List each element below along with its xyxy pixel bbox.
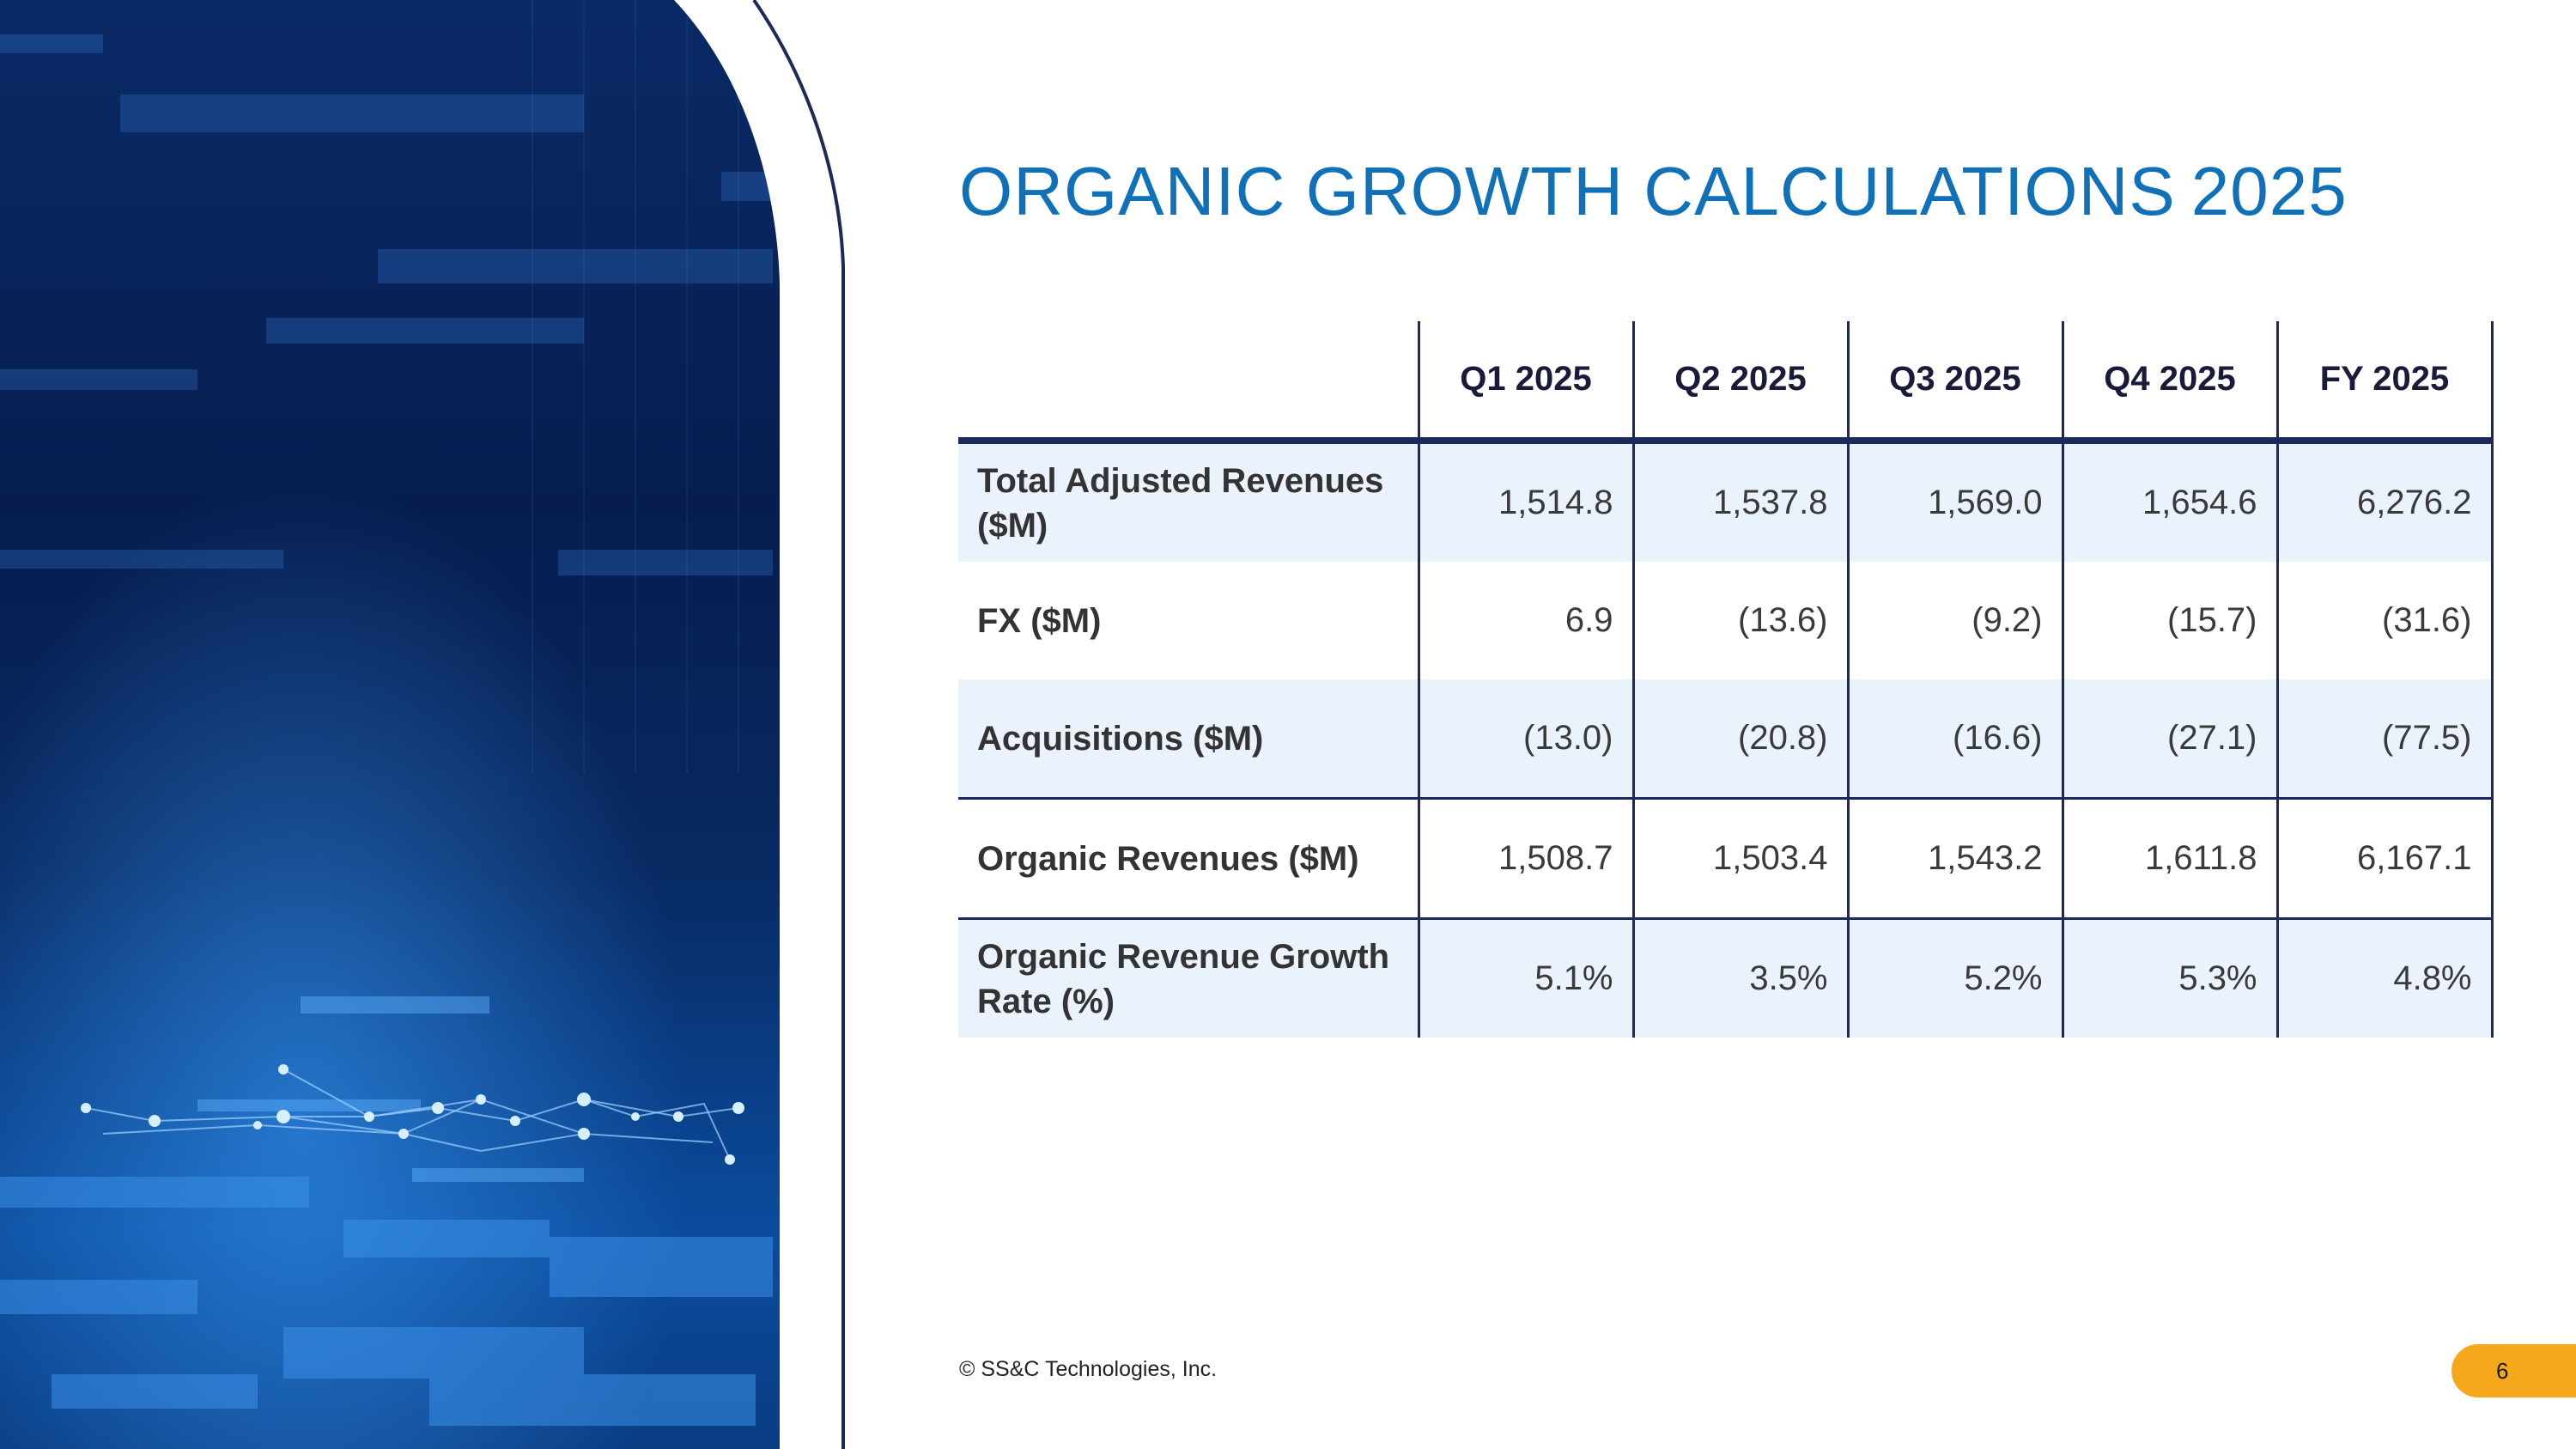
table-cell: (77.5) <box>2275 679 2494 799</box>
table-cell: 1,503.4 <box>1631 797 1848 919</box>
table-row: Organic Revenue Growth Rate (%) 5.1% 3.5… <box>958 917 2494 1038</box>
table-cell: 1,654.6 <box>2061 441 2277 562</box>
copyright-footer: © SS&C Technologies, Inc. <box>959 1357 1218 1381</box>
table-cell: (16.6) <box>1846 679 2063 799</box>
table-cell: (13.0) <box>1417 679 1633 799</box>
column-header-fy: FY 2025 <box>2275 321 2494 444</box>
hero-image <box>0 0 859 1449</box>
table-cell: (13.6) <box>1631 562 1848 679</box>
table-cell: 5.2% <box>1846 917 2063 1038</box>
row-label: Acquisitions ($M) <box>958 679 1419 799</box>
table-row: Acquisitions ($M) (13.0) (20.8) (16.6) (… <box>958 679 2494 799</box>
digital-network-illustration <box>0 0 845 1449</box>
table-cell: 1,514.8 <box>1417 441 1633 562</box>
table-cell: 3.5% <box>1631 917 1848 1038</box>
table-cell: (31.6) <box>2275 562 2494 679</box>
table-header-row: Q1 2025 Q2 2025 Q3 2025 Q4 2025 FY 2025 <box>958 321 2494 444</box>
table-cell: 4.8% <box>2275 917 2494 1038</box>
table-cell: (20.8) <box>1631 679 1848 799</box>
table-cell: 1,537.8 <box>1631 441 1848 562</box>
table-cell: (27.1) <box>2061 679 2277 799</box>
column-header-q2: Q2 2025 <box>1631 321 1848 444</box>
table-cell: 6,276.2 <box>2275 441 2494 562</box>
column-header-q1: Q1 2025 <box>1417 321 1633 444</box>
slide-title: ORGANIC GROWTH CALCULATIONS 2025 <box>959 144 2348 239</box>
row-label: Total Adjusted Revenues ($M) <box>958 441 1419 562</box>
row-label: Organic Revenues ($M) <box>958 797 1419 919</box>
column-header-q3: Q3 2025 <box>1846 321 2063 444</box>
title-main: ORGANIC GROWTH CALCULATIONS <box>959 153 2176 229</box>
table-row: FX ($M) 6.9 (13.6) (9.2) (15.7) (31.6) <box>958 562 2494 679</box>
table-cell: 5.1% <box>1417 917 1633 1038</box>
table-cell: 6.9 <box>1417 562 1633 679</box>
table-cell: 1,543.2 <box>1846 797 2063 919</box>
organic-growth-table: Q1 2025 Q2 2025 Q3 2025 Q4 2025 FY 2025 … <box>958 321 2494 1038</box>
table-cell: 1,508.7 <box>1417 797 1633 919</box>
title-year: 2025 <box>2190 153 2348 229</box>
table-row: Organic Revenues ($M) 1,508.7 1,503.4 1,… <box>958 797 2494 919</box>
table-cell: (9.2) <box>1846 562 2063 679</box>
table-cell: (15.7) <box>2061 562 2277 679</box>
table-cell: 1,569.0 <box>1846 441 2063 562</box>
page-number-badge: 6 <box>2451 1344 2576 1397</box>
table-cell: 5.3% <box>2061 917 2277 1038</box>
column-header-q4: Q4 2025 <box>2061 321 2277 444</box>
table-cell: 6,167.1 <box>2275 797 2494 919</box>
row-label: Organic Revenue Growth Rate (%) <box>958 917 1419 1038</box>
table-cell: 1,611.8 <box>2061 797 2277 919</box>
table-row: Total Adjusted Revenues ($M) 1,514.8 1,5… <box>958 441 2494 562</box>
column-header-empty <box>958 321 1419 444</box>
row-label: FX ($M) <box>977 601 1102 640</box>
